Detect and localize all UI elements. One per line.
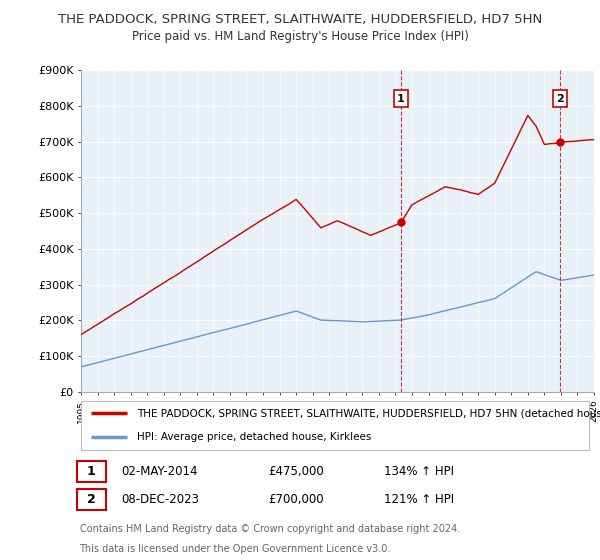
Text: £475,000: £475,000	[269, 465, 324, 478]
Text: THE PADDOCK, SPRING STREET, SLAITHWAITE, HUDDERSFIELD, HD7 5HN: THE PADDOCK, SPRING STREET, SLAITHWAITE,…	[58, 13, 542, 26]
FancyBboxPatch shape	[77, 489, 106, 511]
FancyBboxPatch shape	[77, 460, 106, 482]
Text: 2: 2	[556, 94, 563, 104]
Text: THE PADDOCK, SPRING STREET, SLAITHWAITE, HUDDERSFIELD, HD7 5HN (detached hous: THE PADDOCK, SPRING STREET, SLAITHWAITE,…	[137, 408, 600, 418]
Text: 2: 2	[86, 493, 95, 506]
Text: 08-DEC-2023: 08-DEC-2023	[121, 493, 199, 506]
Text: 1: 1	[86, 465, 95, 478]
Text: £700,000: £700,000	[269, 493, 324, 506]
Text: 121% ↑ HPI: 121% ↑ HPI	[384, 493, 454, 506]
Text: 02-MAY-2014: 02-MAY-2014	[121, 465, 198, 478]
FancyBboxPatch shape	[81, 402, 589, 450]
Text: HPI: Average price, detached house, Kirklees: HPI: Average price, detached house, Kirk…	[137, 432, 372, 442]
Text: Contains HM Land Registry data © Crown copyright and database right 2024.: Contains HM Land Registry data © Crown c…	[79, 524, 460, 534]
Text: 134% ↑ HPI: 134% ↑ HPI	[384, 465, 454, 478]
Text: Price paid vs. HM Land Registry's House Price Index (HPI): Price paid vs. HM Land Registry's House …	[131, 30, 469, 43]
Text: This data is licensed under the Open Government Licence v3.0.: This data is licensed under the Open Gov…	[79, 544, 391, 554]
Text: 1: 1	[397, 94, 405, 104]
